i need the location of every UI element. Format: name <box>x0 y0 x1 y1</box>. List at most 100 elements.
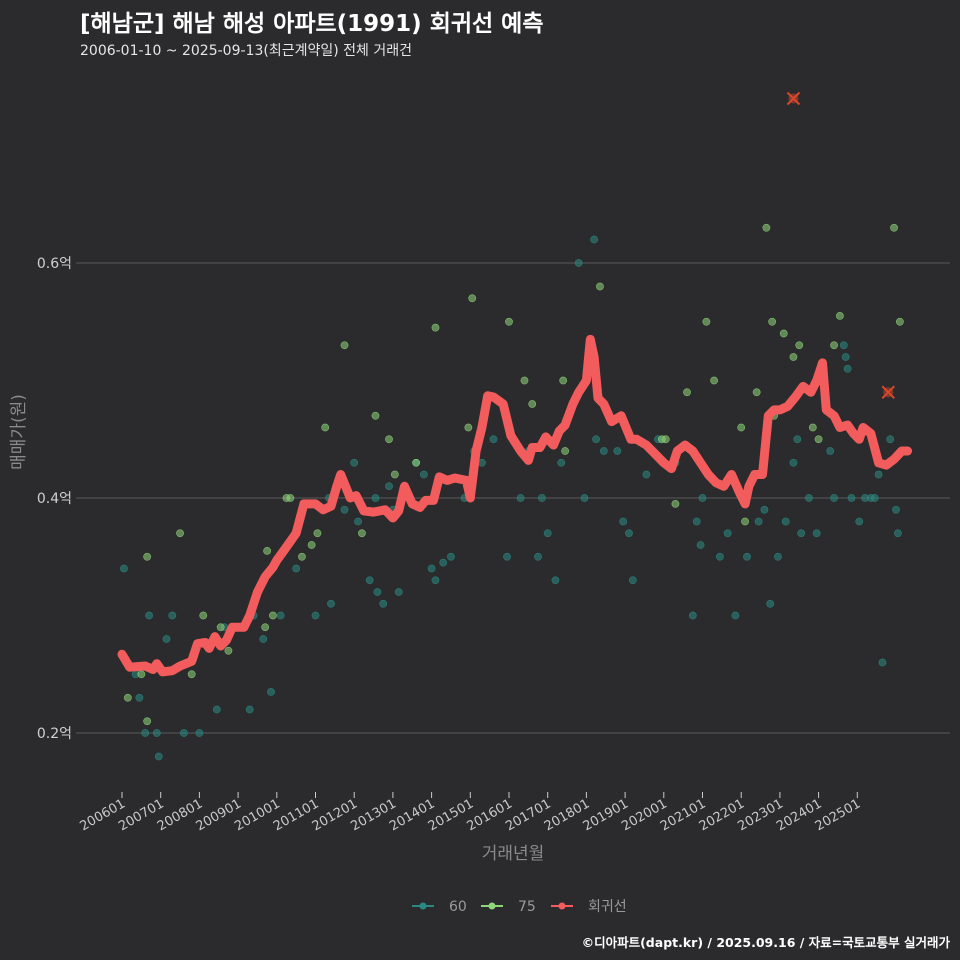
outlier-markers <box>786 91 895 399</box>
data-point <box>137 670 146 679</box>
grid-lines <box>76 262 950 734</box>
data-point <box>814 435 823 444</box>
data-point <box>180 729 188 737</box>
data-point <box>768 317 777 326</box>
data-point <box>154 752 163 761</box>
data-point <box>743 552 751 561</box>
data-point <box>830 494 838 502</box>
outlier-cross <box>786 91 801 106</box>
regression-line <box>117 334 913 677</box>
data-point <box>267 687 275 696</box>
legend-swatch-dot <box>419 902 427 910</box>
data-point <box>520 376 529 385</box>
data-point <box>176 529 184 538</box>
data-point <box>752 388 761 397</box>
data-point <box>642 470 651 479</box>
data-point <box>259 635 268 643</box>
data-point <box>292 564 301 573</box>
data-point <box>625 529 633 538</box>
data-point <box>365 576 374 585</box>
data-point <box>505 317 513 326</box>
data-point <box>789 353 798 361</box>
data-point <box>561 447 570 455</box>
data-point <box>754 517 763 526</box>
data-point <box>543 529 552 538</box>
data-point <box>895 317 904 326</box>
data-point <box>528 400 537 408</box>
data-point <box>793 435 802 444</box>
data-point <box>412 458 421 467</box>
data-point <box>835 311 844 320</box>
data-point <box>894 529 902 538</box>
scatter-points <box>120 223 904 761</box>
data-point <box>716 552 724 561</box>
data-point <box>503 552 511 561</box>
data-point <box>354 517 362 526</box>
data-point <box>559 376 568 385</box>
data-point <box>261 623 270 632</box>
legend-swatch-dot <box>488 902 496 910</box>
data-point <box>269 611 277 620</box>
legend-item: 75 <box>481 899 536 915</box>
data-point <box>468 294 477 303</box>
data-point <box>596 282 604 291</box>
data-point <box>830 341 838 350</box>
data-point <box>551 576 560 585</box>
data-point <box>692 517 701 526</box>
data-point <box>298 552 306 561</box>
legend: 60 75 회귀선 <box>412 899 627 915</box>
data-point <box>683 388 691 397</box>
data-point <box>311 611 320 620</box>
y-tick-label: 0.2억 <box>37 726 72 742</box>
data-point <box>385 435 393 444</box>
data-point <box>557 458 566 467</box>
data-point <box>698 494 707 502</box>
data-point <box>841 353 850 361</box>
data-point <box>696 541 705 549</box>
data-point <box>878 658 887 667</box>
data-point <box>152 729 161 737</box>
data-point <box>628 576 637 585</box>
data-point <box>847 494 856 502</box>
data-point <box>431 323 440 332</box>
data-point <box>464 423 473 432</box>
data-point <box>431 576 440 585</box>
data-point <box>874 470 883 479</box>
data-point <box>762 223 771 232</box>
data-point <box>781 517 790 526</box>
data-point <box>760 505 769 514</box>
data-point <box>143 717 152 726</box>
data-point <box>774 552 782 561</box>
data-point <box>534 552 542 561</box>
data-point <box>789 458 798 467</box>
legend-swatch-dot <box>558 902 566 910</box>
data-point <box>123 693 132 702</box>
data-point <box>516 494 525 502</box>
data-point <box>427 564 436 573</box>
data-point <box>313 529 322 538</box>
data-point <box>839 341 848 350</box>
data-point <box>892 505 900 514</box>
data-point <box>135 693 144 702</box>
data-point <box>224 646 233 655</box>
data-point <box>671 499 680 508</box>
data-point <box>439 558 448 567</box>
y-axis-title: 매매가(원) <box>9 394 29 470</box>
data-point <box>592 435 600 444</box>
data-point <box>890 223 898 232</box>
data-point <box>371 411 380 420</box>
data-point <box>385 482 393 491</box>
data-point <box>419 470 428 479</box>
chart-subtitle: 2006-01-10 ~ 2025-09-13(최근계약일) 전체 거래건 <box>80 43 412 59</box>
data-point <box>886 435 895 444</box>
data-point <box>143 552 152 561</box>
y-axis-ticks: 0.2억 0.4억 0.6억 <box>37 256 72 742</box>
data-point <box>590 235 599 244</box>
y-tick-label: 0.4억 <box>37 491 72 507</box>
data-point <box>286 494 295 502</box>
data-point <box>263 546 272 555</box>
data-point <box>340 505 349 514</box>
data-point <box>195 729 204 737</box>
data-point <box>808 423 817 432</box>
data-point <box>619 517 628 526</box>
